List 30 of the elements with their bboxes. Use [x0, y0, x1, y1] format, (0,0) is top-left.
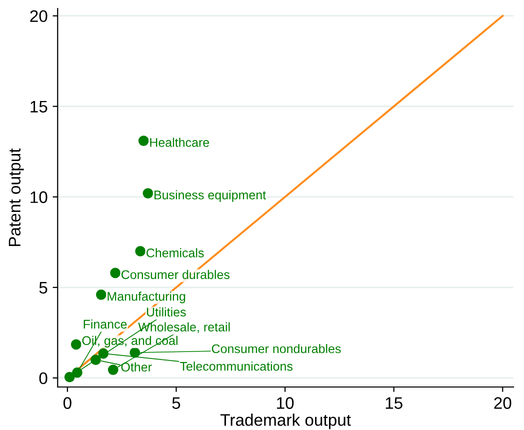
y-tick-label: 10	[30, 191, 48, 204]
annotation: Consumer durables	[121, 270, 230, 280]
point	[142, 188, 154, 198]
annotation: Healthcare	[150, 138, 210, 147]
y-axis-title: Patent output	[8, 148, 24, 246]
annotation: Utilities	[146, 307, 186, 317]
y-tick-label: 15	[30, 100, 48, 113]
annotation: Other	[121, 362, 152, 372]
x-tick-label: 0	[63, 397, 72, 409]
x-tick-label: 10	[277, 397, 294, 409]
x-tick-label: 20	[494, 397, 512, 409]
point	[70, 339, 82, 350]
annotation: Telecommunications	[180, 362, 293, 371]
point	[64, 372, 75, 382]
x-axis-title: Trademark output	[220, 414, 351, 430]
x-tick-label: 5	[172, 397, 180, 409]
y-tick-label: 0	[39, 372, 48, 384]
point	[110, 268, 120, 278]
x-tick-label: 15	[386, 397, 402, 409]
point	[96, 289, 106, 300]
point	[108, 364, 118, 375]
y-tick-label: 5	[39, 282, 48, 294]
annotation: Finance	[84, 319, 127, 329]
point	[138, 136, 149, 146]
annotation: Manufacturing	[108, 292, 186, 304]
y-tick-label: 20	[30, 10, 48, 22]
annotation: Business equipment	[154, 190, 266, 202]
point	[135, 246, 146, 256]
annotation: Chemicals	[146, 248, 204, 258]
annotation: Consumer nondurables	[212, 344, 341, 354]
